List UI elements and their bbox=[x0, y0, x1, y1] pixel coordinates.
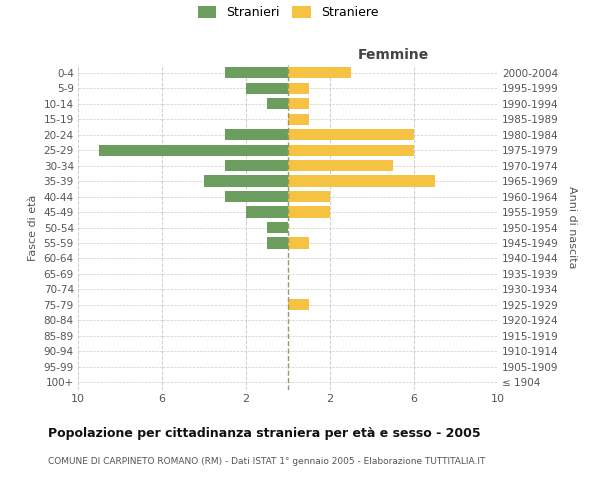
Bar bbox=[99, 144, 288, 156]
Bar bbox=[225, 67, 288, 78]
Bar bbox=[288, 82, 309, 94]
Bar bbox=[288, 176, 435, 186]
Bar bbox=[267, 98, 288, 110]
Bar bbox=[288, 98, 309, 110]
Bar bbox=[288, 300, 309, 310]
Text: COMUNE DI CARPINETO ROMANO (RM) - Dati ISTAT 1° gennaio 2005 - Elaborazione TUTT: COMUNE DI CARPINETO ROMANO (RM) - Dati I… bbox=[48, 458, 485, 466]
Bar bbox=[204, 176, 288, 186]
Text: Popolazione per cittadinanza straniera per età e sesso - 2005: Popolazione per cittadinanza straniera p… bbox=[48, 428, 481, 440]
Bar bbox=[225, 129, 288, 140]
Y-axis label: Anni di nascita: Anni di nascita bbox=[567, 186, 577, 269]
Bar bbox=[288, 191, 330, 202]
Text: Femmine: Femmine bbox=[358, 48, 428, 62]
Legend: Stranieri, Straniere: Stranieri, Straniere bbox=[197, 6, 379, 19]
Bar bbox=[246, 206, 288, 218]
Bar bbox=[267, 238, 288, 248]
Bar bbox=[288, 206, 330, 218]
Bar bbox=[267, 222, 288, 233]
Bar bbox=[225, 160, 288, 171]
Bar bbox=[288, 160, 393, 171]
Bar bbox=[288, 129, 414, 140]
Bar bbox=[288, 238, 309, 248]
Bar bbox=[288, 67, 351, 78]
Bar bbox=[225, 191, 288, 202]
Bar bbox=[288, 114, 309, 124]
Bar bbox=[246, 82, 288, 94]
Bar bbox=[288, 144, 414, 156]
Y-axis label: Fasce di età: Fasce di età bbox=[28, 194, 38, 260]
